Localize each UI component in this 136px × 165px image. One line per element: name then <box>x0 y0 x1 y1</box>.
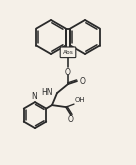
Text: O: O <box>80 77 86 86</box>
Text: HN: HN <box>41 88 53 97</box>
Text: Abs: Abs <box>63 50 73 55</box>
FancyBboxPatch shape <box>60 47 76 58</box>
Text: N: N <box>31 92 37 101</box>
Text: OH: OH <box>75 97 86 103</box>
Text: O: O <box>65 68 71 77</box>
Text: O: O <box>68 115 74 124</box>
